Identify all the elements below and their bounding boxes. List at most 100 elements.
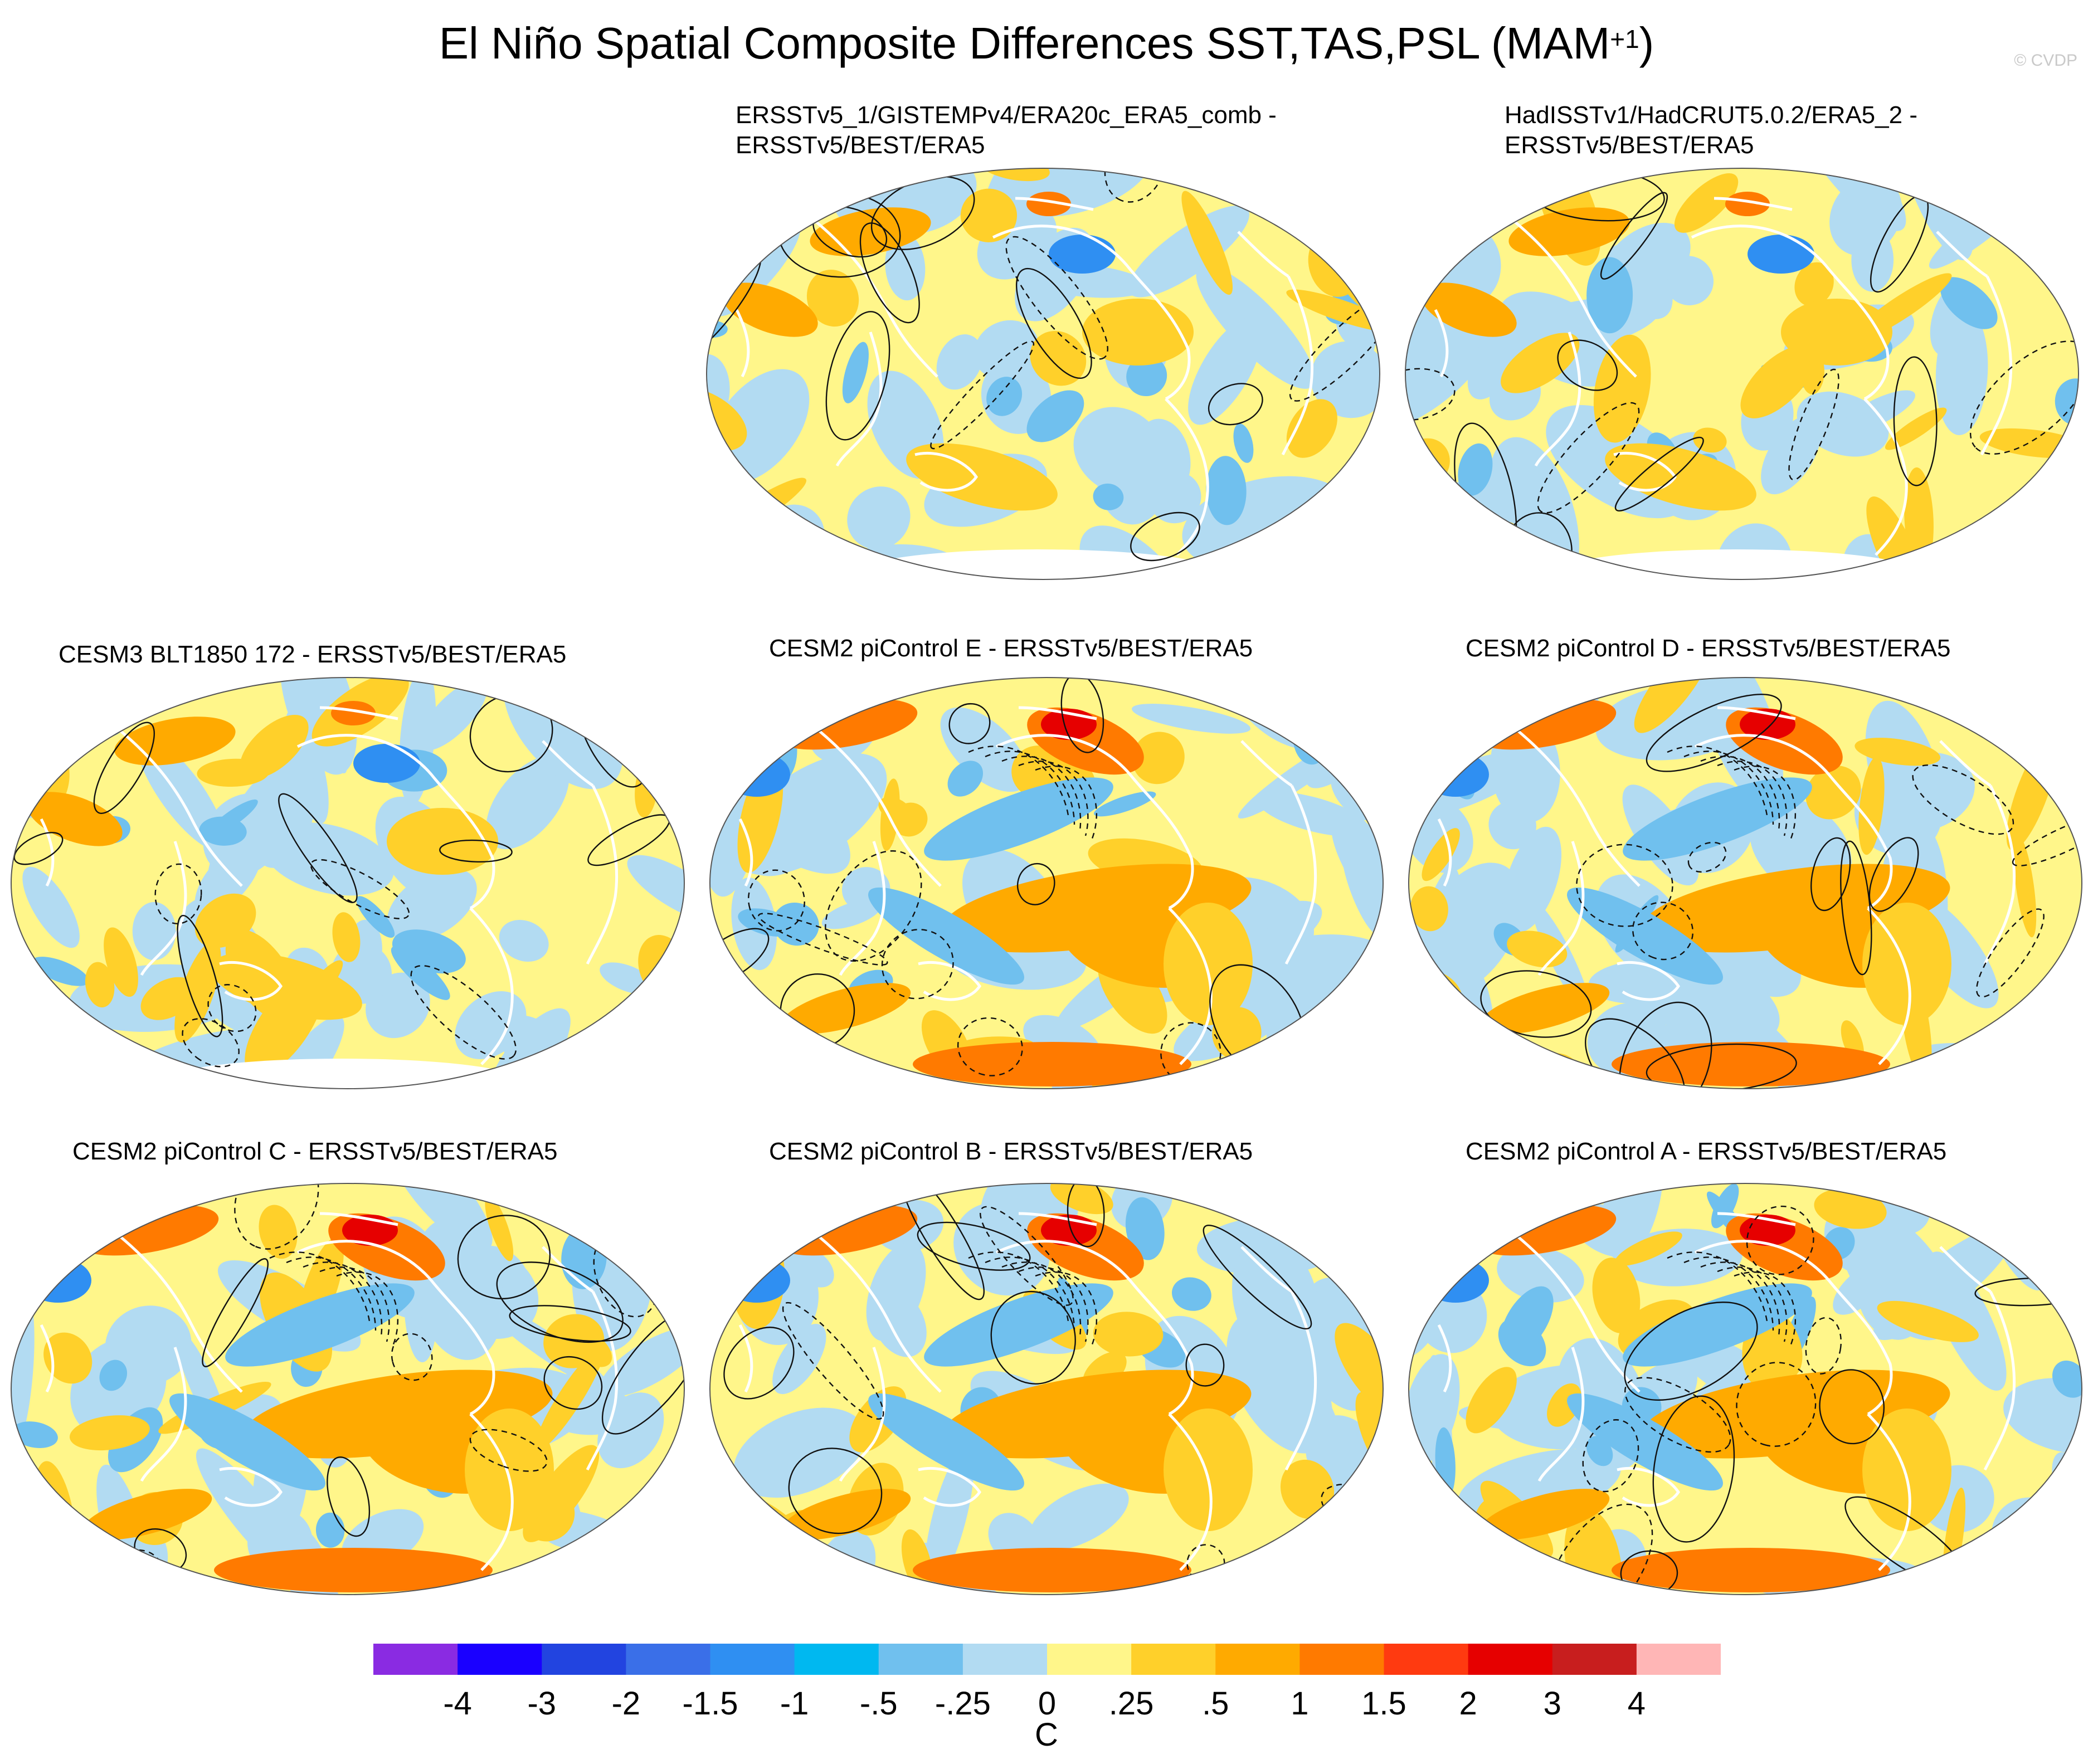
psl-contour — [1130, 511, 1200, 562]
anomaly-warm — [1904, 467, 1934, 570]
psl-contour — [1557, 339, 1618, 391]
coastline — [918, 1466, 982, 1507]
psl-contour — [917, 1221, 1031, 1271]
anomaly-warm — [535, 1347, 605, 1451]
aleutian-low-contour — [1001, 756, 1082, 831]
colorbar-swatch — [1047, 1644, 1132, 1675]
anomaly-cool — [1093, 483, 1124, 510]
aleutian-low-contour — [303, 1261, 383, 1337]
psl-contour — [1289, 293, 1380, 402]
psl-contour — [758, 913, 888, 966]
psl-contour — [1067, 1183, 1105, 1248]
anomaly-warm — [43, 1332, 93, 1384]
colorbar-tick-label: -.25 — [934, 1685, 991, 1722]
anomaly-cool — [791, 1247, 834, 1288]
pacific-warm — [1781, 299, 1892, 366]
coastline — [296, 1240, 495, 1416]
anomaly-cool — [1413, 192, 1540, 218]
anomaly-warm — [1592, 1258, 1641, 1333]
southern-warm — [211, 952, 362, 1020]
anomaly-cool — [1586, 257, 1633, 334]
map-panel-8 — [1405, 1180, 2085, 1598]
anomaly-cool — [1029, 1483, 1129, 1551]
colorbar-tick-label: .5 — [1202, 1685, 1229, 1722]
coastline — [1434, 309, 1449, 378]
map-outline — [11, 677, 685, 1089]
coastline — [995, 1240, 1194, 1416]
pacific-warm — [387, 808, 498, 875]
psl-contour — [1632, 902, 1694, 961]
anomaly-warm — [11, 1220, 34, 1306]
coastline — [219, 961, 283, 1001]
colorbar-swatch — [1215, 1644, 1300, 1675]
colorbar-tick-label: 2 — [1459, 1685, 1477, 1722]
coastline — [1015, 197, 1094, 211]
anomaly-warm — [806, 269, 859, 327]
coastline — [1717, 1212, 1796, 1226]
anomaly-cool — [2052, 1360, 2082, 1398]
anomaly-cool — [974, 320, 1039, 380]
anomaly-cool — [2039, 992, 2082, 1089]
psl-contour — [1736, 1362, 1817, 1447]
anomaly-cool — [842, 342, 869, 403]
anomaly-cool — [1927, 1251, 2007, 1391]
anomaly-cool — [486, 756, 570, 850]
anomaly-warm — [259, 1205, 298, 1259]
anomaly-warm — [1805, 766, 1861, 820]
psl-contour — [710, 1221, 742, 1266]
colorbar-tick-label: 3 — [1543, 1685, 1561, 1722]
psl-contour — [948, 703, 991, 744]
psl-contour — [1687, 841, 1727, 873]
anomaly-cool — [722, 1503, 767, 1595]
anomaly-cool — [132, 902, 176, 961]
anomaly-cool — [499, 920, 549, 962]
arctic-warm — [1026, 192, 1071, 216]
europe-cool — [723, 1258, 790, 1303]
indian-ocean-warm — [781, 983, 911, 1034]
coastline — [1240, 740, 1293, 787]
panel-title-5: CESM2 piControl D - ERSSTv5/BEST/ERA5 — [1466, 635, 1951, 662]
anomaly-cool — [1502, 826, 1562, 933]
anomaly-cool — [2057, 703, 2082, 728]
coastline — [1165, 398, 1209, 556]
psl-contour — [1480, 970, 1592, 1038]
anomaly-warm — [1286, 399, 1337, 458]
anomaly-cool — [356, 896, 395, 938]
anomaly-cool — [1232, 1237, 1320, 1366]
coastline — [1863, 398, 1908, 556]
coastline — [1983, 1290, 2016, 1471]
europe-cool — [1422, 1258, 1489, 1303]
southern-warm — [906, 443, 1058, 511]
south-america-warm — [1164, 903, 1253, 1025]
aleutian-low-contour — [1700, 756, 1780, 831]
panel-title-2: HadISSTv1/HadCRUT5.0.2/ERA5_2 - ERSSTv5/B… — [1505, 101, 1917, 159]
coastline — [1714, 197, 1793, 211]
anomaly-cool — [1093, 791, 1156, 817]
coastline — [992, 225, 1191, 401]
aleutian-low-contour — [1734, 766, 1797, 842]
coastline — [1018, 1212, 1097, 1226]
colorbar-swatch — [373, 1644, 458, 1675]
anomaly-warm — [1327, 1235, 1383, 1265]
coastline — [1537, 841, 1585, 976]
coastline — [1617, 961, 1681, 1001]
colorbar-swatch — [710, 1644, 795, 1675]
colorbar-swatch — [626, 1644, 710, 1675]
colorbar-swatch — [1636, 1644, 1721, 1675]
psl-contour — [177, 914, 223, 1037]
colorbar-unit: C — [1035, 1717, 1058, 1753]
colorbar-tick-label: -2 — [611, 1685, 641, 1722]
colorbar-tick-label: -4 — [443, 1685, 472, 1722]
map-panel-7 — [707, 1180, 1386, 1598]
psl-contour — [13, 832, 64, 865]
anomaly-cool — [252, 761, 316, 868]
psl-contour — [1619, 1001, 1712, 1089]
anomaly-cool — [1026, 390, 1084, 442]
psl-contour — [234, 1183, 319, 1250]
aleutian-low-contour — [1001, 1261, 1082, 1337]
anomaly-cool — [627, 855, 684, 923]
southern-ocean-warm — [913, 1042, 1191, 1086]
map-outline — [1408, 1183, 2082, 1595]
anomaly-warm — [1093, 1312, 1164, 1357]
coastline — [1281, 275, 1314, 456]
